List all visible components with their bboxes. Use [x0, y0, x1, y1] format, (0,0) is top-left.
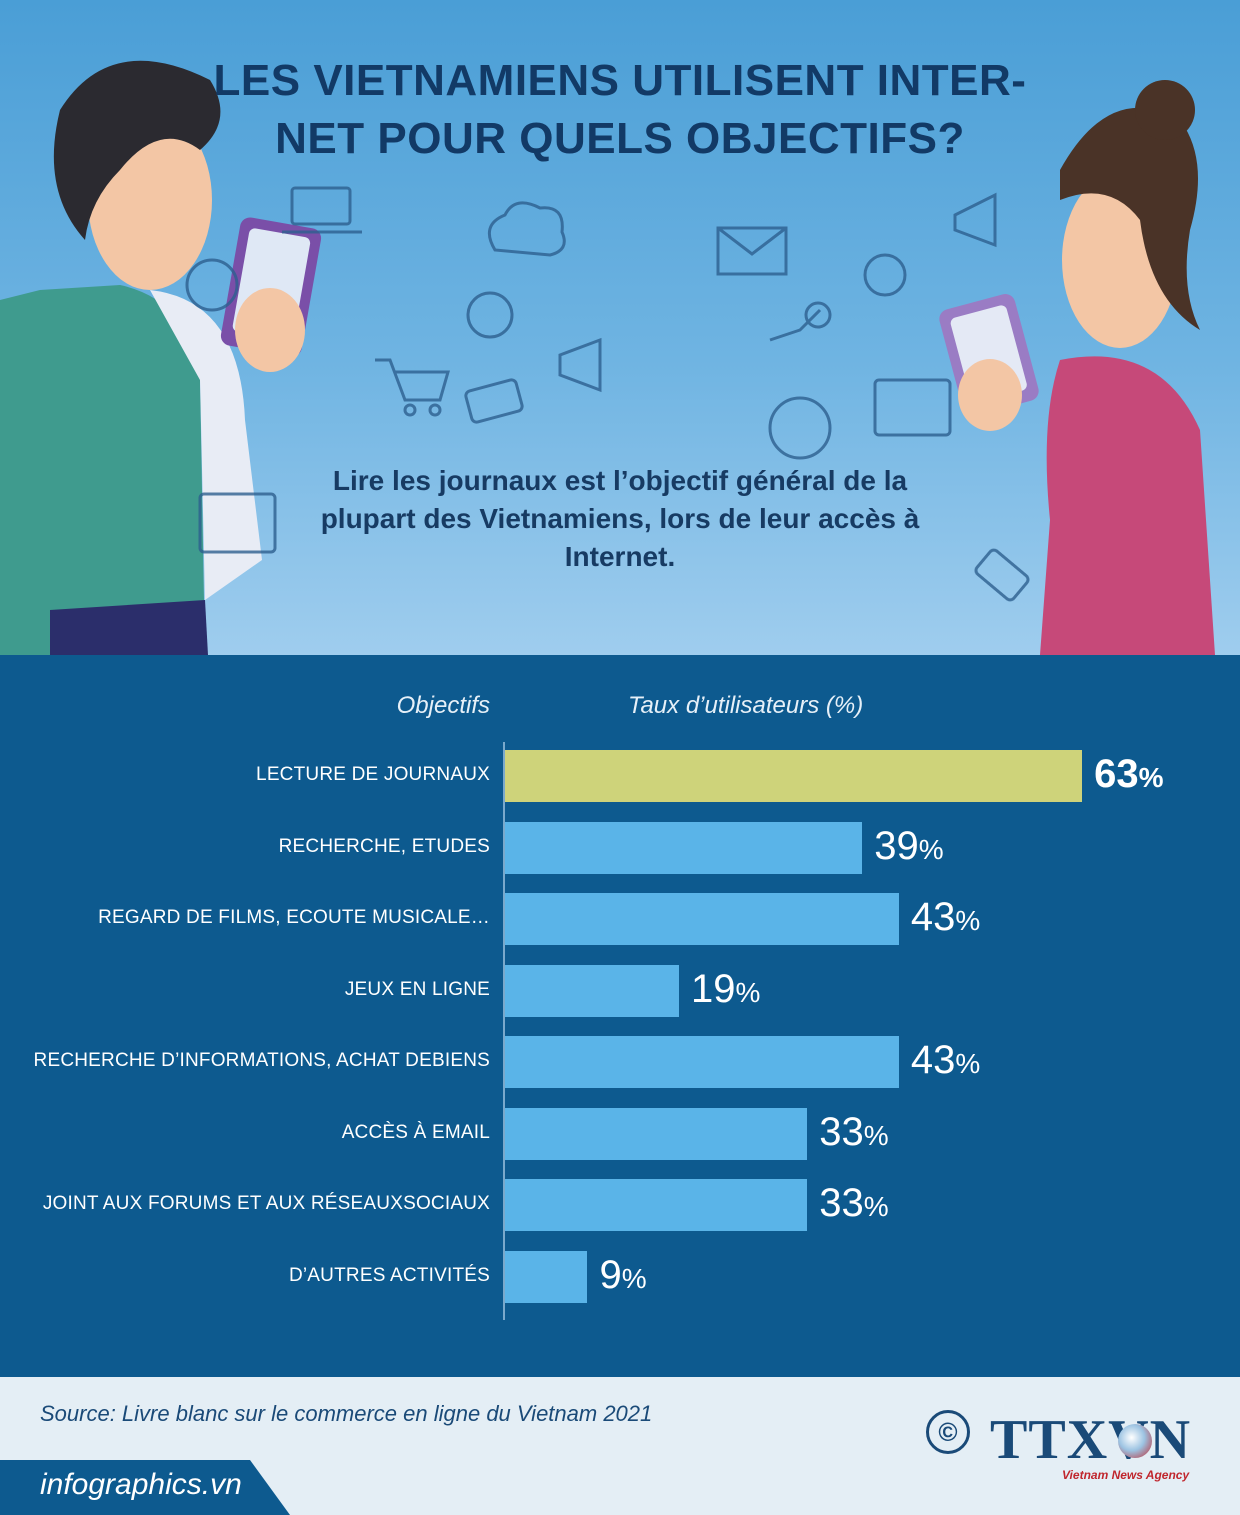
bar [505, 1036, 899, 1088]
source-note: Source: Livre blanc sur le commerce en l… [40, 1401, 653, 1426]
value-label: 43% [911, 1038, 980, 1083]
bar [505, 1250, 588, 1303]
page-title: LES VIETNAMIENS UTILISENT INTER-NET POUR… [213, 56, 1027, 163]
value-number: 33 [819, 1181, 864, 1225]
bar [505, 964, 680, 1017]
laptop-icon [282, 186, 362, 234]
category-header: Objectifs [396, 692, 490, 719]
page-subtitle: Lire les journaux est l’objectif général… [320, 465, 920, 572]
bar [505, 1107, 808, 1160]
bar [505, 750, 1083, 802]
logo-subtitle: Vietnam News Agency [1062, 1468, 1190, 1482]
value-label: 33% [819, 1110, 888, 1155]
hero-illustration [0, 60, 1215, 655]
value-label: 9% [599, 1253, 646, 1298]
value-number: 43 [910, 1038, 956, 1082]
value-unit: % [955, 905, 981, 936]
bar [505, 821, 863, 874]
value-number: 39 [874, 823, 919, 868]
woman-illustration [939, 80, 1215, 655]
value-unit: % [863, 1119, 889, 1151]
value-number: 43 [910, 895, 956, 939]
man-illustration [0, 60, 322, 655]
lightbulb-icon [466, 253, 907, 339]
ttxvn-logo: TTXVN [990, 1409, 1192, 1471]
pointer-hand-icon [769, 301, 832, 342]
globe-logo-icon [1118, 1424, 1152, 1458]
value-label: 63% [1094, 752, 1163, 797]
category-label: LECTURE DE JOURNAUX [256, 764, 490, 785]
value-unit: % [735, 976, 761, 1008]
chart-axis-line [503, 742, 505, 1320]
copyright-icon: © [926, 1410, 970, 1454]
category-label: D’AUTRES ACTIVITÉS [288, 1264, 490, 1286]
category-label: JEUX EN LIGNE [344, 978, 490, 1000]
value-label: 33% [819, 1181, 888, 1226]
hero-banner: LES VIETNAMIENS UTILISENT INTER-NET POUR… [0, 0, 1240, 655]
value-label: 19% [691, 967, 760, 1012]
site-band [0, 1460, 290, 1515]
globe-icon [185, 258, 832, 460]
value-unit: % [863, 1191, 889, 1222]
email-icon [716, 226, 788, 276]
shopping-cart-icon [375, 358, 450, 417]
category-label: ACCÈS À EMAIL [341, 1121, 490, 1143]
value-unit: % [1138, 762, 1164, 793]
value-label: 39% [874, 824, 943, 869]
category-label: RECHERCHE, ETUDES [278, 835, 490, 857]
code-window-icon [198, 378, 952, 554]
value-label: 43% [911, 895, 980, 940]
value-unit: % [955, 1048, 981, 1079]
seo-tag-icon [464, 378, 1030, 602]
value-unit: % [621, 1262, 647, 1294]
value-unit: % [918, 833, 944, 865]
value-number: 63 [1094, 752, 1139, 796]
value-number: 33 [819, 1109, 864, 1154]
category-label: RECHERCHE D’INFORMATIONS, ACHAT DEBIENS [33, 1050, 490, 1071]
megaphone-icon [558, 192, 997, 393]
category-label: REGARD DE FILMS, ECOUTE MUSICALE… [98, 907, 490, 928]
value-number: 19 [691, 966, 736, 1011]
cloud-sync-icon [487, 201, 566, 257]
bar [505, 1179, 808, 1231]
value-number: 9 [599, 1252, 622, 1297]
value-header: Taux d’utilisateurs (%) [628, 692, 864, 719]
category-label: JOINT AUX FORUMS ET AUX RÉSEAUXSOCIAUX [42, 1193, 490, 1214]
bar [505, 893, 899, 945]
site-link[interactable]: infographics.vn [40, 1468, 242, 1501]
